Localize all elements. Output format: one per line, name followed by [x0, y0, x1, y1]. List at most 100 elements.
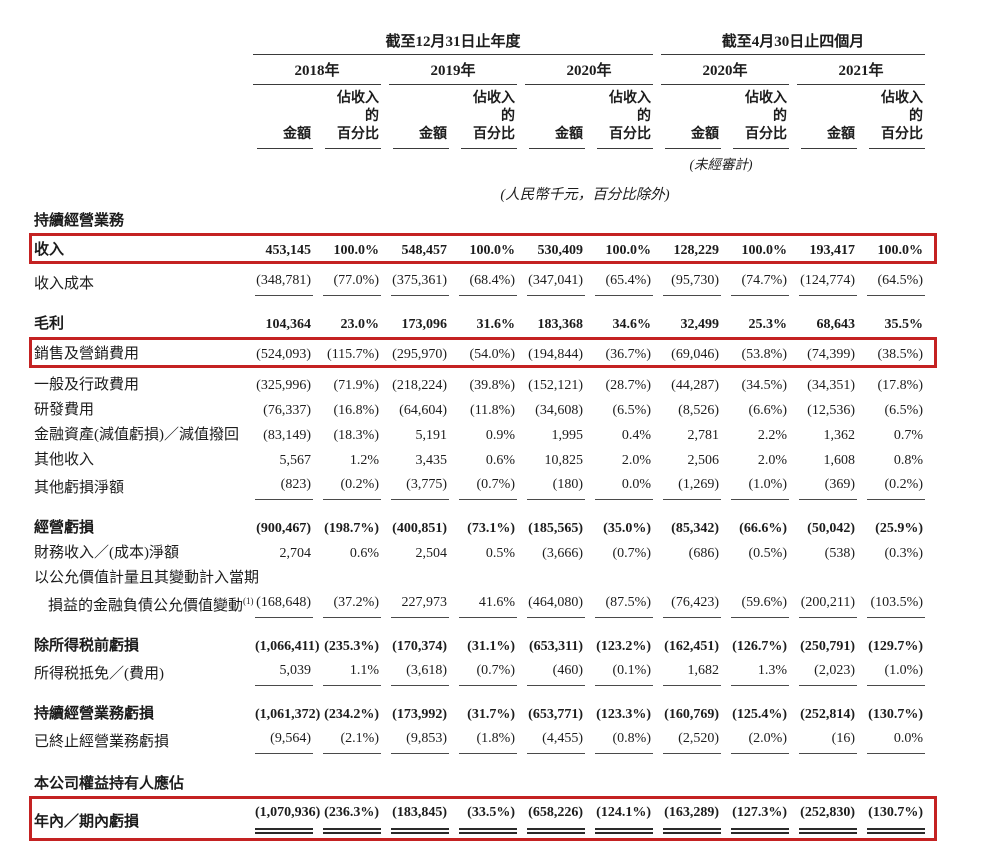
cell-percentage: (130.7%) [868, 707, 923, 722]
row-label: 銷售及營銷費用 [34, 346, 140, 362]
cell-percentage: (33.5%) [459, 800, 517, 834]
amount-header: 金額 [529, 126, 585, 149]
footnote-marker: (1) [243, 596, 254, 606]
cell-amount: (95,730) [663, 268, 721, 296]
cell-percentage: (53.8%) [741, 347, 788, 362]
row-label: 損益的金融負債公允價值變動(1) [48, 596, 254, 615]
cell-percentage: (35.0%) [603, 521, 651, 536]
amount-header: 金額 [801, 126, 857, 149]
cell-amount: (163,289) [663, 800, 721, 834]
amount-header: 金額 [393, 126, 449, 149]
cell-amount: (3,666) [542, 546, 583, 561]
cell-percentage: (6.6%) [748, 403, 788, 418]
cell-amount: 548,457 [401, 243, 448, 258]
cell-percentage: (64.5%) [867, 268, 925, 296]
cell-percentage: 1.3% [731, 658, 789, 686]
cell-percentage: 0.4% [621, 428, 651, 443]
cell-percentage: (18.3%) [333, 428, 380, 443]
cell-amount: (3,618) [391, 658, 449, 686]
table-row: 持續經營業務虧損 (1,061,372) (234.2%) (173,992) (31.… [34, 701, 925, 726]
row-label: 收入成本 [34, 276, 95, 292]
cell-amount: (1,070,936) [255, 800, 320, 834]
cell-amount: 193,417 [809, 243, 856, 258]
cell-percentage: (235.3%) [324, 639, 379, 654]
cell-percentage: (0.8%) [595, 726, 653, 754]
year-header-2018: 2018年 [253, 59, 381, 85]
cell-amount: (162,451) [664, 639, 719, 654]
cell-percentage: 25.3% [748, 317, 788, 332]
cell-amount: 1,682 [663, 658, 721, 686]
cell-amount: (4,455) [527, 726, 585, 754]
table-row: 研發費用 (76,337) (16.8%) (64,604) (11.8%) (34,60… [34, 397, 925, 422]
cell-percentage: (124.1%) [595, 800, 653, 834]
cell-percentage: (2.0%) [731, 726, 789, 754]
cell-percentage: (66.6%) [739, 521, 787, 536]
cell-percentage: (198.7%) [324, 521, 379, 536]
cell-amount: (653,771) [528, 707, 583, 722]
cell-amount: (653,311) [528, 639, 583, 654]
cell-percentage: (0.1%) [595, 658, 653, 686]
table-row: 收入成本 (348,781) (77.0%) (375,361) (68.4%) (347… [34, 268, 925, 296]
cell-percentage: (38.5%) [877, 347, 924, 362]
row-spacer [34, 686, 925, 701]
cell-amount: 1,995 [551, 428, 584, 443]
cell-percentage: (130.7%) [867, 800, 925, 834]
cell-percentage: (16.8%) [333, 403, 380, 418]
cell-percentage: (17.8%) [877, 378, 924, 393]
units-note: (人民幣千元，百分比除外) [500, 187, 670, 203]
row-label: 毛利 [34, 316, 65, 332]
cell-amount: (252,814) [800, 707, 855, 722]
cell-percentage: (0.7%) [612, 546, 652, 561]
header-units-row: (人民幣千元，百分比除外) [34, 173, 925, 206]
cell-percentage: (127.3%) [731, 800, 789, 834]
table-row: 銷售及營銷費用 (524,093) (115.7%) (295,970) (54.0%)… [29, 337, 937, 368]
row-label: 年內／期內虧損 [34, 814, 140, 830]
header-period-groups: 截至12月31日止年度 截至4月30日止四個月 [34, 30, 925, 55]
table-row: 年內／期內虧損 (1,070,936) (236.3%) (183,845) (33.5… [29, 796, 937, 841]
cell-amount: (325,996) [256, 378, 311, 393]
cell-amount: (85,342) [671, 521, 719, 536]
cell-percentage: 34.6% [612, 317, 652, 332]
cell-amount: 1,608 [823, 453, 856, 468]
table-row: 一般及行政費用 (325,996) (71.9%) (218,224) (39.8%) (… [34, 372, 925, 397]
cell-amount: (1,269) [663, 472, 721, 500]
cell-percentage: (0.7%) [459, 658, 517, 686]
cell-percentage: (0.5%) [748, 546, 788, 561]
cell-amount: (348,781) [255, 268, 313, 296]
cell-percentage: (1.0%) [731, 472, 789, 500]
cell-amount: (3,775) [391, 472, 449, 500]
cell-amount: (124,774) [799, 268, 857, 296]
cell-amount: (218,224) [392, 378, 447, 393]
cell-percentage: (0.7%) [459, 472, 517, 500]
cell-percentage: (31.7%) [467, 707, 515, 722]
cell-amount: (74,399) [807, 347, 855, 362]
header-unaudited-row: (未經審計) [34, 149, 925, 173]
cell-percentage: 2.0% [621, 453, 651, 468]
cell-amount: (538) [824, 546, 855, 561]
cell-amount: 104,364 [265, 317, 312, 332]
cell-percentage: 100.0% [741, 243, 788, 258]
unaudited-note: (未經審計) [689, 157, 753, 172]
cell-percentage: 0.5% [485, 546, 515, 561]
cell-amount: (76,337) [263, 403, 311, 418]
table-row: 損益的金融負債公允價值變動(1) (168,648) (37.2%) 227,973 4… [34, 590, 925, 618]
cell-percentage: (236.3%) [323, 800, 381, 834]
cell-amount: (50,042) [807, 521, 855, 536]
cell-amount: (347,041) [527, 268, 585, 296]
table-row: 已終止經營業務虧損 (9,564) (2.1%) (9,853) (1.8%) (4,45… [34, 726, 925, 754]
cell-amount: 227,973 [391, 590, 449, 618]
cell-percentage: (54.0%) [469, 347, 516, 362]
cell-percentage: (123.2%) [596, 639, 651, 654]
cell-amount: 32,499 [680, 317, 720, 332]
table-row: 財務收入／(成本)淨額 2,704 0.6% 2,504 0.5% (3,666) (0.7… [34, 540, 925, 565]
amount-header: 金額 [665, 126, 721, 149]
year-header-2021-4m: 2021年 [797, 59, 925, 85]
table-row: 金融資產(減值虧損)／減值撥回 (83,149) (18.3%) 5,191 0.9% 1… [34, 422, 925, 447]
cell-amount: (180) [527, 472, 585, 500]
cell-percentage: (74.7%) [731, 268, 789, 296]
cell-percentage: (59.6%) [731, 590, 789, 618]
row-label: 財務收入／(成本)淨額 [34, 545, 179, 561]
row-label: 研發費用 [34, 402, 95, 418]
cell-amount: (183,845) [391, 800, 449, 834]
cell-amount: (658,226) [527, 800, 585, 834]
